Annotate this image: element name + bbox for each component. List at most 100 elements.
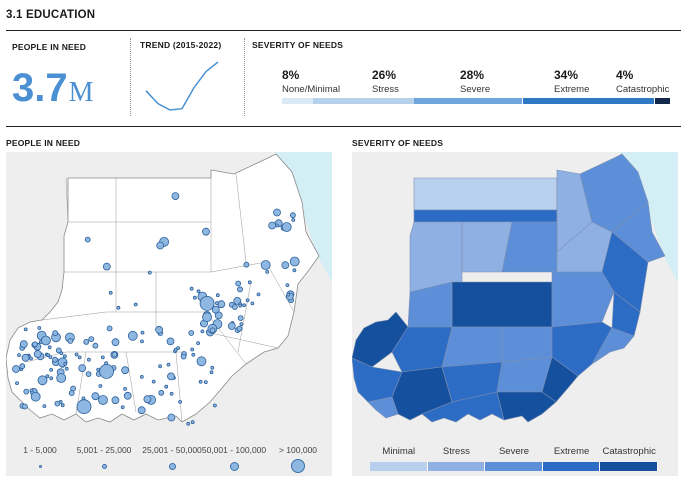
bubble — [186, 421, 191, 426]
bubble — [190, 347, 195, 352]
bubble — [29, 356, 33, 361]
bubble — [67, 338, 74, 344]
bubble — [237, 315, 244, 322]
admin-border-10 — [41, 311, 107, 321]
bubble — [123, 386, 127, 391]
severity-region-19 — [591, 327, 635, 365]
bubble — [98, 395, 108, 405]
severity-region-24 — [541, 356, 579, 403]
bubble — [19, 363, 26, 370]
bubble — [56, 373, 67, 383]
pin-legend-dot-3 — [229, 461, 239, 471]
bubble — [260, 260, 271, 270]
bubble — [237, 286, 243, 293]
severity-value-4: 4% — [616, 68, 634, 82]
mid-rule — [6, 126, 681, 127]
bubble — [55, 347, 62, 354]
severity-legend-label-1: Stress — [442, 446, 470, 457]
bubble — [281, 222, 292, 232]
severity-legend-label-3: Extreme — [553, 446, 590, 457]
bubble — [46, 353, 51, 358]
bubble — [143, 395, 152, 404]
severity-region-10 — [451, 281, 553, 328]
severity-segment-2 — [413, 98, 523, 104]
admin-borders — [25, 173, 295, 423]
bubble — [23, 388, 30, 395]
pin-legend-dot-4 — [291, 459, 305, 473]
bubble — [158, 389, 165, 396]
bubble — [178, 399, 183, 404]
bubble — [268, 221, 277, 230]
pin-legend-label-4: > 100,000 — [278, 445, 318, 455]
bubble — [158, 364, 163, 369]
bubble — [98, 384, 103, 388]
bubble — [198, 379, 203, 384]
severity-value-2: 28% — [460, 68, 485, 82]
bubble — [236, 325, 243, 332]
bubble — [19, 340, 28, 349]
bubble — [147, 270, 152, 275]
severity-segment-1 — [313, 98, 414, 104]
bubble — [200, 329, 205, 334]
bubble — [76, 399, 92, 415]
bubble — [199, 295, 215, 311]
admin-border-13 — [125, 351, 137, 413]
bubble — [68, 390, 75, 397]
bubble — [155, 325, 164, 334]
red-sea — [620, 152, 678, 282]
severity-name-1: Stress — [372, 84, 399, 95]
bubble — [74, 352, 79, 357]
bubble — [116, 305, 121, 310]
severity-legend-label-4: Catastrophic — [602, 446, 656, 457]
admin-border-7 — [235, 173, 247, 263]
bubble — [52, 330, 59, 337]
bubble — [171, 192, 180, 200]
bubble — [151, 379, 156, 384]
bubble — [29, 388, 34, 393]
bubble — [188, 330, 195, 336]
red-sea — [274, 152, 332, 282]
bubble — [274, 223, 279, 228]
bubble — [292, 268, 297, 273]
bubble — [215, 301, 219, 306]
severity-legend-swatch-1 — [427, 462, 486, 471]
bubble — [273, 208, 281, 217]
admin-border-8 — [265, 261, 295, 313]
severity-region-16 — [441, 326, 503, 368]
bubble — [209, 370, 214, 375]
bubble — [196, 356, 207, 367]
bubble — [166, 362, 171, 367]
severity-map — [352, 152, 678, 476]
severity-legend-swatch-2 — [485, 462, 543, 471]
bubble — [83, 338, 90, 345]
bubble — [239, 322, 244, 327]
severity-legend-label-2: Severe — [498, 446, 530, 457]
pin-legend-label-3: 50,001 - 100,000 — [201, 445, 267, 455]
bubble — [91, 392, 100, 401]
severity-name-0: None/Minimal — [282, 84, 341, 95]
bubble — [286, 292, 291, 297]
bubble — [108, 290, 113, 295]
trend-line — [145, 61, 219, 111]
bubble — [245, 298, 250, 303]
admin-border-16 — [25, 351, 67, 363]
bubble — [12, 365, 20, 373]
bubble — [78, 364, 87, 373]
bubble — [121, 366, 129, 375]
severity-legend-swatch-0 — [370, 462, 428, 471]
bubble — [164, 384, 169, 389]
bubble — [166, 337, 175, 346]
bubble — [190, 420, 195, 425]
bubble — [106, 325, 113, 332]
bubble — [63, 361, 68, 366]
map-severity-title: SEVERITY OF NEEDS — [352, 138, 444, 148]
kpi-divider-1 — [130, 38, 131, 116]
pin-legend-label-1: 5,001 - 25,000 — [76, 445, 132, 455]
people-in-need-map — [6, 152, 332, 476]
bubble — [291, 218, 296, 222]
bubble — [140, 339, 144, 344]
bubble — [139, 374, 144, 379]
severity-region-26 — [496, 391, 557, 423]
pin-figure: 3.7M — [12, 66, 94, 111]
bubble — [63, 354, 67, 359]
